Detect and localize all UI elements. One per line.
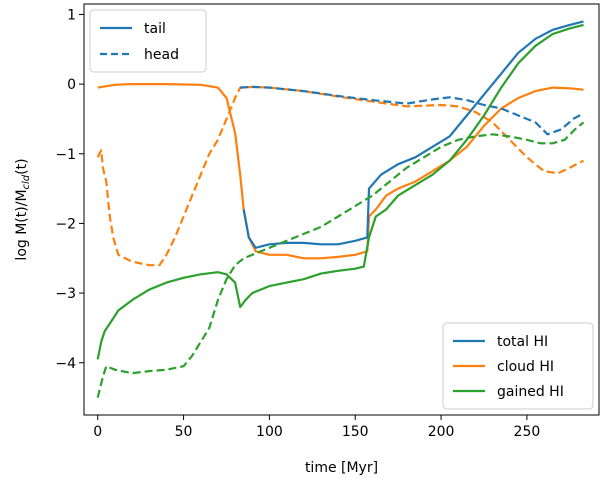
x-tick-label: 200 (428, 424, 455, 440)
x-tick-label: 0 (93, 424, 102, 440)
y-tick-label: −4 (55, 356, 76, 372)
series-line-cloud-head (96, 85, 585, 267)
legend-box (89, 9, 207, 73)
plot-frame (83, 3, 600, 416)
y-axis-label-tail: (t) (14, 158, 30, 174)
legend-label-total-HI: total HI (497, 334, 548, 350)
y-tick-label: 1 (67, 7, 76, 23)
y-axis-label: log M(t)/Mcld(t) (14, 158, 32, 260)
legend-label-head: head (144, 47, 179, 63)
x-axis-label: time [Myr] (305, 460, 378, 476)
series-line-total-tail (242, 20, 584, 249)
x-tick-label: 100 (256, 424, 283, 440)
x-tick-label: 250 (514, 424, 541, 440)
y-axis-label-main: log M(t)/M (14, 189, 30, 260)
legend-label-gained-HI: gained HI (497, 384, 564, 400)
legend-label-tail: tail (144, 21, 166, 37)
y-tick-label: −2 (55, 216, 76, 232)
series-line-total-head (240, 85, 585, 136)
x-tick-label: 150 (342, 424, 369, 440)
y-axis-label-sub: cld (21, 174, 32, 189)
legend-label-cloud-HI: cloud HI (497, 359, 554, 375)
series-line-gained-tail (96, 23, 584, 360)
legend-series-color: total HI cloud HI gained HI (442, 322, 594, 410)
x-tick-label: 50 (175, 424, 193, 440)
series-lines (96, 20, 585, 398)
legend-box (442, 322, 594, 410)
series-line-gained-head (96, 121, 585, 398)
y-tick-label: −3 (55, 286, 76, 302)
y-axis: 1 0 −1 −2 −3 −4 (55, 7, 84, 372)
x-axis: 0 50 100 150 200 250 (93, 415, 540, 440)
series-line-cloud-tail (97, 83, 584, 260)
legend-line-style: tail head (89, 9, 207, 73)
y-tick-label: −1 (55, 147, 76, 163)
y-tick-label: 0 (67, 77, 76, 93)
